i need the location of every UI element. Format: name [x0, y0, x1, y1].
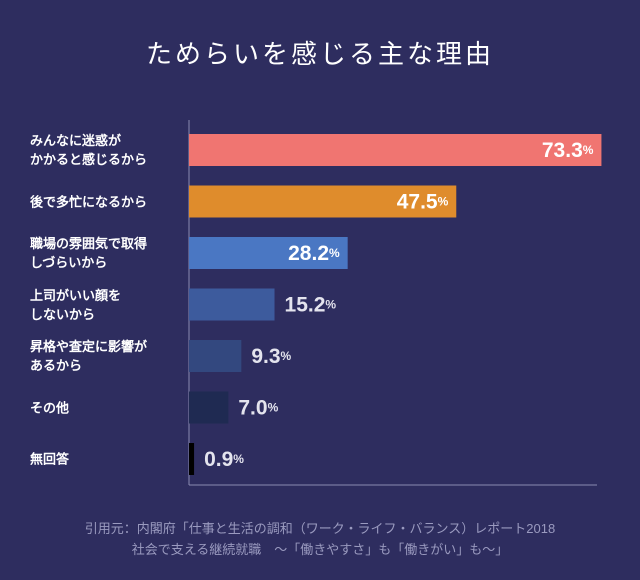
bar	[189, 391, 229, 424]
bar	[189, 185, 457, 218]
value-label: 28.2%	[288, 242, 340, 265]
bar	[189, 237, 348, 269]
bar	[189, 288, 275, 321]
bar	[189, 340, 242, 372]
source-note: 引用元：内閣府「仕事と生活の調和（ワーク・ライフ・バランス）レポート2018 社…	[84, 521, 556, 557]
value-label: 9.3%	[251, 345, 291, 368]
bar	[189, 443, 195, 475]
value-label: 15.2%	[285, 293, 337, 316]
chart-title: ためらいを感じる主な理由	[145, 39, 494, 69]
value-label: 73.3%	[542, 139, 594, 162]
category-label: みんなに迷惑が かかると感じるから	[30, 133, 148, 167]
category-label: 無回答	[30, 451, 70, 467]
category-label: 後で多忙になるから	[30, 194, 148, 209]
category-label: その他	[30, 400, 70, 415]
category-label: 上司がいい顔を しないから	[30, 287, 122, 322]
category-label: 昇格や査定に影響が あるから	[30, 339, 148, 373]
value-label: 47.5%	[397, 190, 449, 213]
bar	[189, 134, 602, 166]
category-label: 職場の雰囲気で取得 しづらいから	[30, 236, 148, 270]
value-label: 0.9%	[204, 448, 244, 471]
value-label: 7.0%	[238, 396, 278, 419]
